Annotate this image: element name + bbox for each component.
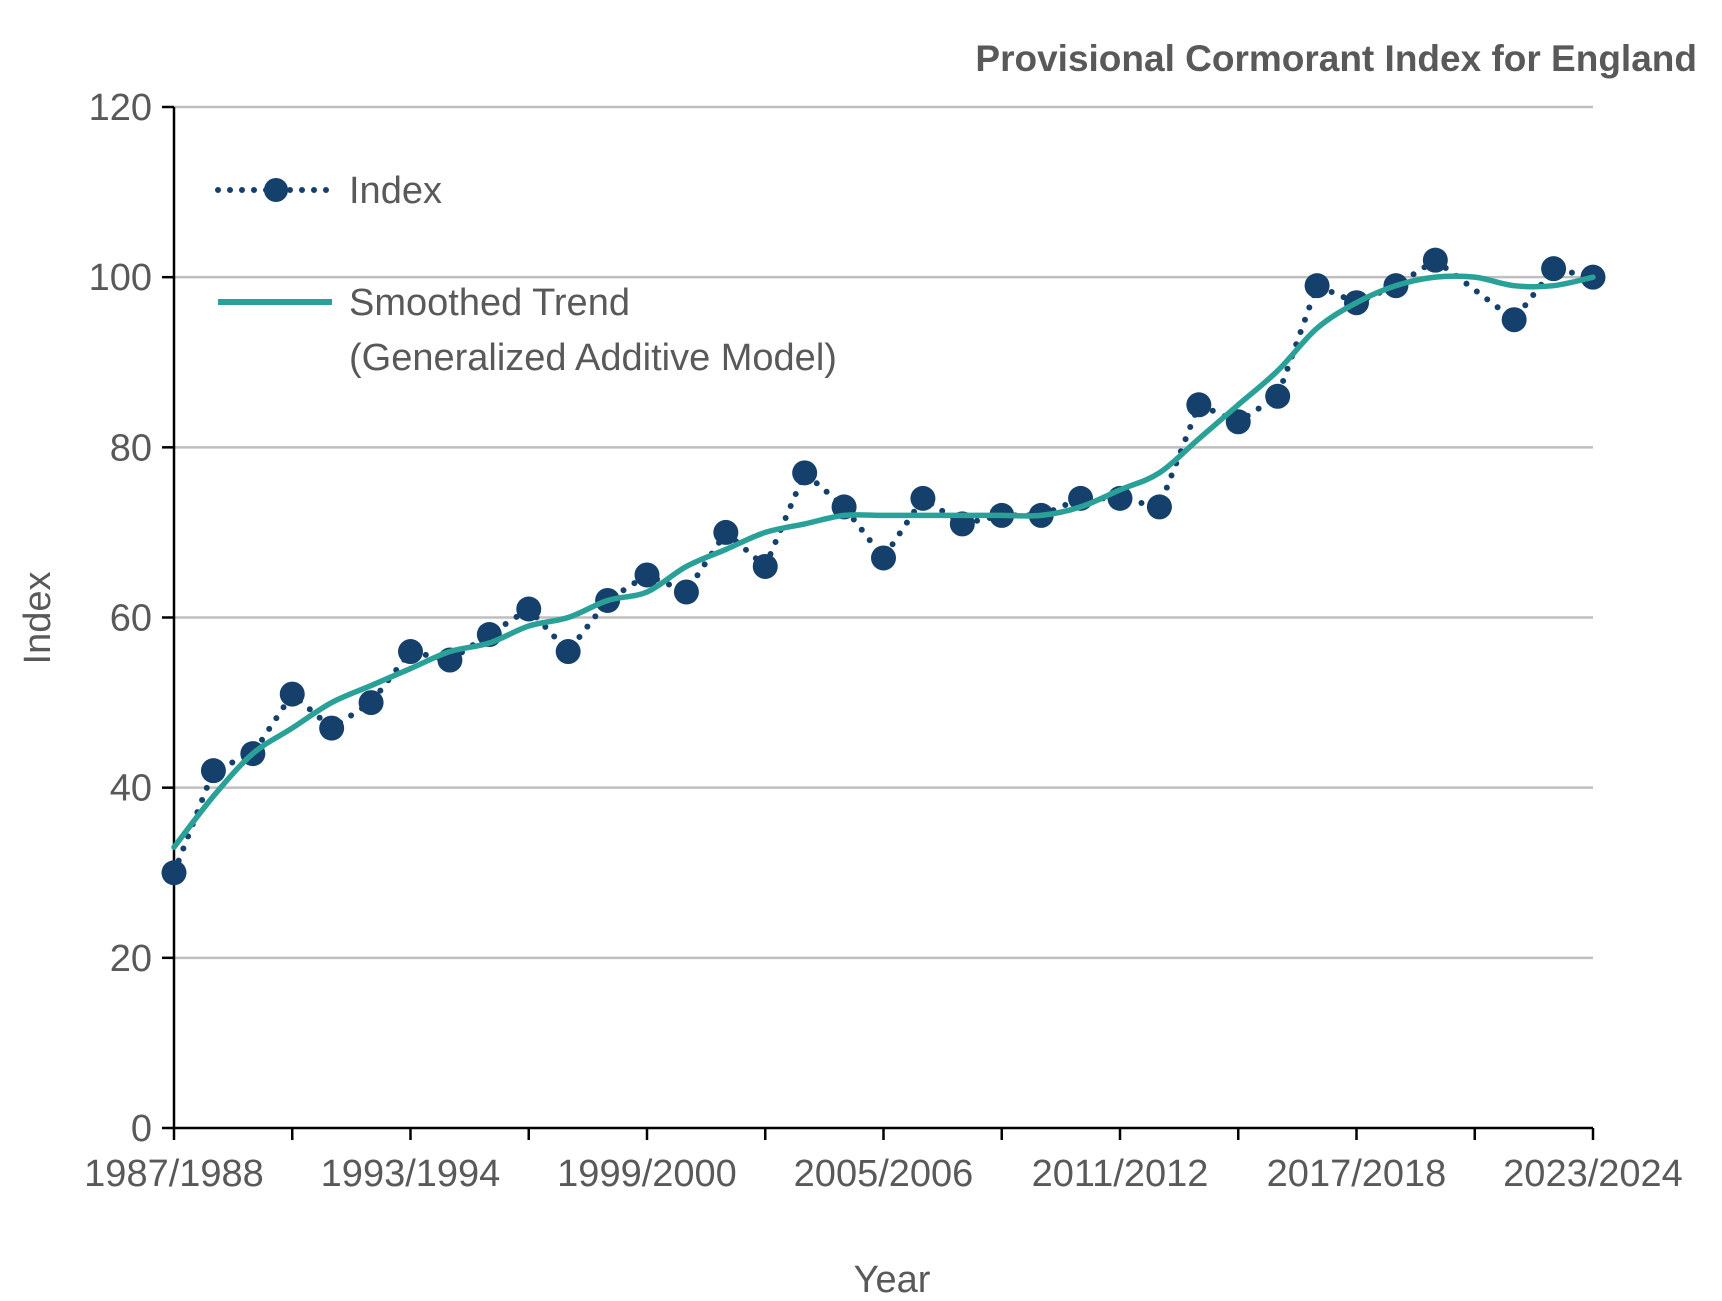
y-tick-label: 100	[89, 257, 152, 299]
y-tick-label: 40	[110, 768, 152, 810]
index-point	[161, 860, 187, 886]
index-point	[1146, 494, 1172, 520]
index-point	[673, 579, 699, 605]
index-point	[1186, 392, 1212, 418]
gridlines	[174, 105, 1593, 960]
index-point	[358, 690, 384, 716]
index-point	[319, 715, 345, 741]
x-tick-label: 2005/2006	[794, 1153, 974, 1195]
index-point	[279, 681, 305, 707]
x-tick-label: 2017/2018	[1267, 1153, 1447, 1195]
x-axis-label: Year	[854, 1259, 931, 1301]
y-tick-label: 60	[110, 598, 152, 640]
index-point	[752, 553, 778, 579]
y-tick-label: 80	[110, 427, 152, 469]
index-point	[713, 519, 739, 545]
index-point	[200, 758, 226, 784]
y-tick-label: 120	[89, 87, 152, 129]
x-tick-label: 2011/2012	[1032, 1153, 1209, 1195]
smoothed-trend-line	[171, 273, 1596, 850]
tick-labels: 0 20 40 60 80 100 120 1987/1988 1993/1994 1999/20…	[84, 87, 1683, 1195]
index-point	[1422, 247, 1448, 273]
x-tick-label: 2023/2024	[1503, 1153, 1683, 1195]
index-point	[910, 485, 936, 511]
legend-trend-label: Smoothed Trend	[349, 282, 630, 324]
index-point	[1304, 273, 1330, 299]
legend-index-marker	[264, 178, 288, 202]
x-tick-label: 1993/1994	[321, 1153, 501, 1195]
index-point	[1225, 409, 1251, 435]
x-tick-label: 1999/2000	[557, 1153, 737, 1195]
axes	[162, 105, 1595, 1140]
chart-title: Provisional Cormorant Index for England	[975, 38, 1697, 79]
y-axis-label: Index	[17, 572, 59, 665]
index-point	[1265, 383, 1291, 409]
index-point	[516, 596, 542, 622]
index-point	[871, 545, 896, 571]
legend: Index Smoothed Trend (Generalized Additi…	[215, 170, 837, 379]
index-point	[555, 639, 581, 665]
index-point	[1541, 256, 1567, 282]
index-point	[1501, 307, 1527, 333]
index-point	[792, 460, 818, 486]
y-tick-label: 20	[110, 938, 152, 980]
index-point	[398, 639, 423, 665]
legend-index-label: Index	[349, 170, 442, 212]
x-tick-label: 1987/1988	[84, 1153, 264, 1195]
series	[161, 247, 1606, 886]
legend-trend-label-2: (Generalized Additive Model)	[349, 337, 837, 379]
y-tick-label: 0	[131, 1108, 152, 1150]
index-point	[634, 562, 660, 588]
